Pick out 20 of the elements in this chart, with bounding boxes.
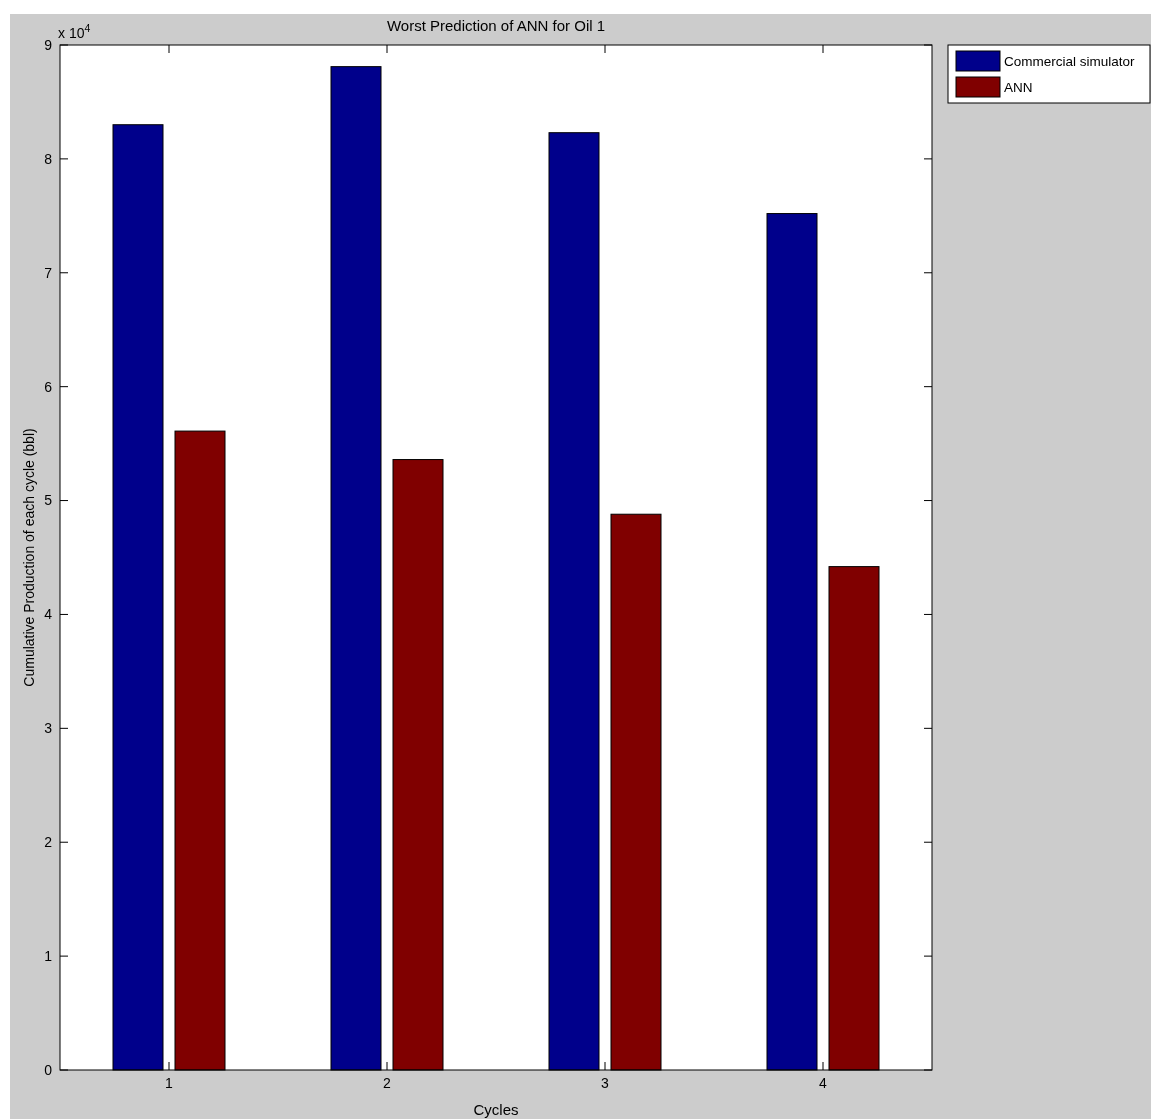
y-tick-label: 2 bbox=[44, 834, 53, 851]
y-tick-label: 9 bbox=[44, 36, 53, 53]
x-tick-label: 3 bbox=[601, 1075, 610, 1091]
x-axis-title: Cycles bbox=[473, 1101, 519, 1118]
x-tick-label: 1 bbox=[165, 1075, 174, 1091]
chart-title: Worst Prediction of ANN for Oil 1 bbox=[386, 17, 606, 34]
y-tick-label: 1 bbox=[44, 948, 53, 965]
x-tick-label: 4 bbox=[819, 1075, 828, 1091]
legend-label: Commercial simulator bbox=[1004, 53, 1136, 69]
text: x 10$^{4}$ bbox=[58, 22, 91, 41]
y-tick-label: 8 bbox=[44, 150, 53, 167]
y-tick-label: 7 bbox=[44, 264, 53, 281]
y-tick-label: 6 bbox=[44, 378, 53, 395]
x-tick-label: 2 bbox=[383, 1075, 392, 1091]
legend-label: ANN bbox=[1004, 79, 1033, 95]
y-tick-label: 3 bbox=[44, 720, 53, 737]
y-axis-title: Cumulative Production of each cycle (bbl) bbox=[21, 428, 37, 687]
y-tick-label: 4 bbox=[44, 606, 53, 623]
y-tick-label: 5 bbox=[44, 492, 53, 509]
y-tick-label: 0 bbox=[44, 1061, 53, 1078]
